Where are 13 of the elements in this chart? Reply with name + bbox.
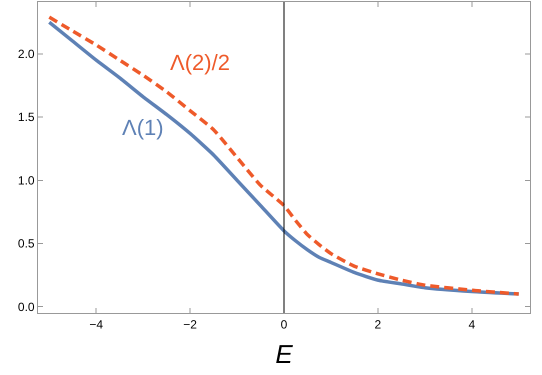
x-tick-label: −4 <box>89 317 104 332</box>
x-tick-label: 0 <box>280 317 288 332</box>
y-tick-label: 2.0 <box>18 47 35 62</box>
series-label: Λ(2)/2 <box>170 50 230 75</box>
y-tick-label: 1.0 <box>18 173 35 188</box>
x-tick-label: 4 <box>468 317 476 332</box>
x-tick-label: −2 <box>183 317 198 332</box>
series-label: Λ(1) <box>122 115 164 140</box>
x-axis-title: E <box>275 339 294 370</box>
y-tick-label: 1.5 <box>18 110 35 124</box>
x-tick-label: 2 <box>374 317 382 332</box>
y-tick-label: 0.5 <box>18 236 35 251</box>
y-tick-label: 0.0 <box>18 300 35 314</box>
